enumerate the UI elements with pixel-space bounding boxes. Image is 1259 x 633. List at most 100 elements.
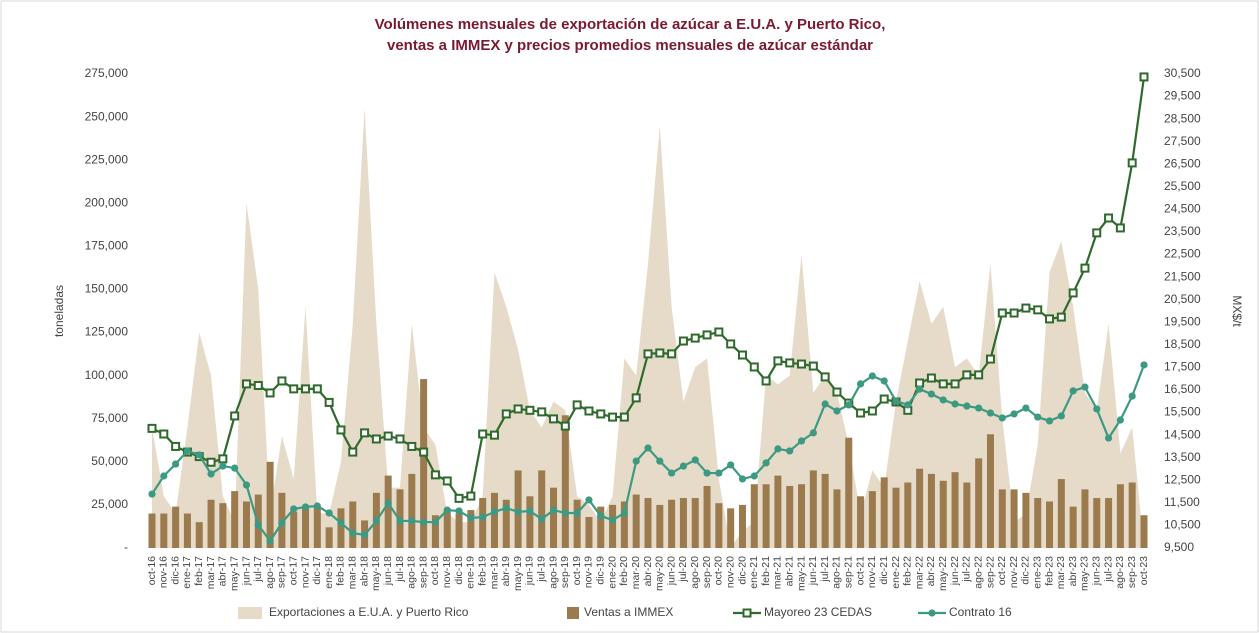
marker bbox=[1080, 263, 1090, 273]
marker bbox=[384, 499, 392, 507]
x-tick-label: jun-23 bbox=[1091, 556, 1103, 586]
marker bbox=[904, 401, 912, 409]
marker bbox=[951, 400, 959, 408]
x-tick-label: jul-19 bbox=[535, 556, 547, 583]
marker bbox=[501, 409, 511, 419]
x-tick-label: ene-23 bbox=[1031, 556, 1043, 589]
x-tick-label: dic-21 bbox=[878, 556, 890, 585]
marker bbox=[868, 372, 876, 380]
y-tick-label: 50,000 bbox=[91, 454, 128, 468]
bar bbox=[738, 504, 746, 548]
marker bbox=[1140, 361, 1148, 369]
bar bbox=[1105, 498, 1113, 548]
marker bbox=[785, 358, 795, 368]
x-tick-label: dic-20 bbox=[736, 556, 748, 585]
bar bbox=[1069, 506, 1077, 548]
bar bbox=[561, 415, 569, 548]
x-tick-label: ago-19 bbox=[547, 556, 559, 589]
marker bbox=[514, 508, 522, 516]
marker bbox=[254, 521, 262, 529]
marker bbox=[1057, 412, 1065, 420]
y2-tick-label: 19,500 bbox=[1164, 314, 1201, 328]
x-tick-label: dic-22 bbox=[1020, 556, 1032, 585]
marker bbox=[348, 447, 358, 457]
bar bbox=[857, 496, 865, 548]
bar bbox=[833, 489, 841, 548]
bar bbox=[1046, 501, 1054, 548]
marker bbox=[443, 506, 451, 514]
marker bbox=[962, 370, 972, 380]
marker bbox=[1045, 314, 1055, 324]
bar bbox=[431, 515, 439, 548]
x-tick-label: ene-18 bbox=[323, 556, 335, 589]
marker bbox=[277, 376, 287, 386]
marker bbox=[195, 451, 203, 459]
y2-tick-label: 27,500 bbox=[1164, 134, 1201, 148]
y-tick-label: 100,000 bbox=[85, 368, 129, 382]
bar bbox=[597, 506, 605, 548]
marker bbox=[963, 402, 971, 410]
marker bbox=[926, 373, 936, 383]
bar bbox=[845, 437, 853, 548]
marker bbox=[679, 462, 688, 470]
y2-tick-label: 13,500 bbox=[1164, 450, 1201, 464]
y-tick-label: 150,000 bbox=[85, 282, 129, 296]
x-tick-label: jul-21 bbox=[819, 556, 831, 583]
x-tick-label: ene-22 bbox=[890, 556, 902, 589]
x-tick-label: feb-19 bbox=[476, 556, 488, 586]
marker bbox=[1010, 410, 1018, 418]
marker bbox=[218, 454, 228, 464]
y2-tick-label: 20,500 bbox=[1164, 292, 1201, 306]
marker bbox=[867, 406, 877, 416]
x-tick-label: abr-18 bbox=[358, 556, 370, 587]
bar bbox=[302, 508, 310, 548]
legend-swatch bbox=[928, 609, 936, 617]
bar bbox=[502, 499, 510, 548]
marker bbox=[703, 469, 711, 477]
x-tick-label: sep-19 bbox=[559, 556, 571, 588]
x-tick-label: sep-22 bbox=[984, 556, 996, 588]
x-tick-label: ago-23 bbox=[1114, 556, 1126, 589]
bar bbox=[219, 503, 227, 548]
x-tick-label: may-21 bbox=[795, 556, 807, 591]
marker bbox=[585, 496, 593, 504]
marker bbox=[1068, 288, 1078, 298]
marker bbox=[619, 412, 629, 422]
bar bbox=[467, 510, 475, 548]
marker bbox=[644, 444, 652, 452]
marker bbox=[467, 514, 475, 522]
bar bbox=[998, 489, 1006, 548]
marker bbox=[301, 503, 310, 511]
x-tick-label: abr-19 bbox=[500, 556, 512, 587]
x-tick-label: mar-22 bbox=[913, 556, 925, 589]
y-tick-label: 175,000 bbox=[85, 239, 129, 253]
x-tick-label: dic-19 bbox=[595, 556, 607, 585]
marker bbox=[773, 356, 783, 366]
x-tick-label: mar-18 bbox=[347, 556, 359, 589]
bar bbox=[774, 475, 782, 548]
marker bbox=[632, 457, 640, 465]
x-tick-label: oct-18 bbox=[429, 556, 441, 585]
marker bbox=[549, 506, 558, 514]
y2-tick-label: 24,500 bbox=[1164, 202, 1201, 216]
bar bbox=[550, 487, 558, 548]
marker bbox=[1127, 158, 1137, 168]
marker bbox=[1104, 213, 1114, 223]
marker bbox=[430, 470, 440, 480]
bar bbox=[762, 484, 770, 548]
legend-swatch bbox=[742, 608, 752, 618]
bar bbox=[1128, 482, 1136, 548]
marker bbox=[420, 518, 428, 526]
marker bbox=[986, 409, 995, 417]
marker bbox=[513, 404, 523, 414]
legend-label: Contrato 16 bbox=[949, 605, 1012, 619]
bar bbox=[420, 379, 428, 548]
marker bbox=[489, 430, 499, 440]
marker bbox=[690, 333, 700, 343]
marker bbox=[206, 457, 216, 467]
x-tick-label: sep-23 bbox=[1126, 556, 1138, 588]
marker bbox=[313, 502, 321, 510]
bar bbox=[1116, 484, 1124, 548]
bar bbox=[727, 508, 735, 548]
marker bbox=[620, 509, 628, 517]
